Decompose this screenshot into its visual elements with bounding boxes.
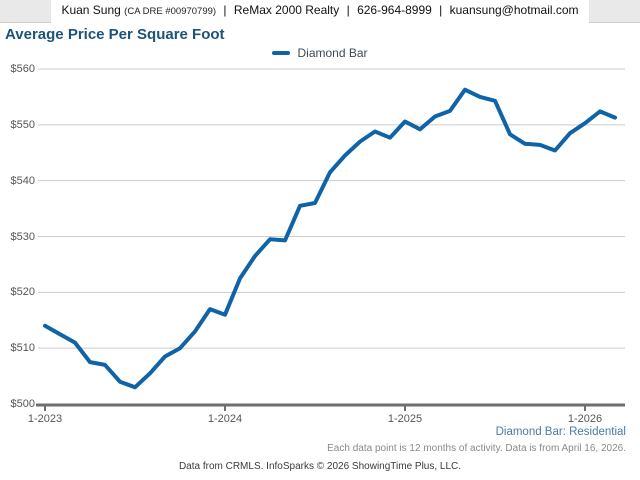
y-axis-tick-label: $530	[10, 230, 35, 243]
x-axis-tick-label: 1-2023	[27, 413, 63, 425]
y-axis-tick-label: $500	[10, 398, 35, 410]
brokerage-name: ReMax 2000 Realty	[233, 2, 340, 17]
x-axis-tick-label: 1-2026	[567, 413, 603, 425]
separator: |	[223, 2, 227, 17]
legend-line-swatch	[272, 51, 291, 55]
x-axis-tick-label: 1-2024	[207, 413, 243, 425]
y-axis-tick-label: $550	[10, 118, 35, 131]
agent-email: kuansung@hotmail.com	[449, 2, 579, 17]
agent-license: (CA DRE #00970799)	[124, 5, 217, 17]
agent-header-bar: Kuan Sung (CA DRE #00970799) | ReMax 200…	[0, 0, 640, 23]
agent-name: Kuan Sung	[61, 2, 121, 17]
x-axis-tick-label: 1-2025	[387, 413, 423, 425]
separator: |	[439, 2, 443, 17]
chart-title: Average Price Per Square Foot	[5, 26, 225, 43]
y-axis-tick-label: $540	[10, 174, 35, 187]
agent-phone: 626-964-8999	[357, 2, 432, 17]
y-axis-tick-label: $560	[10, 63, 35, 75]
y-axis-tick-label: $510	[10, 342, 35, 355]
agent-contact-info: Kuan Sung (CA DRE #00970799) | ReMax 200…	[51, 0, 589, 23]
chart-context-label: Diamond Bar: Residential	[495, 426, 626, 438]
series-line-diamond-bar	[43, 87, 617, 390]
data-note: Each data point is 12 months of activity…	[327, 443, 626, 454]
data-attribution: Data from CRMLS. InfoSparks © 2026 Showi…	[178, 461, 462, 472]
legend: Diamond Bar	[0, 46, 640, 60]
y-axis-tick-label: $520	[10, 286, 35, 299]
separator: |	[346, 2, 350, 17]
legend-series-label: Diamond Bar	[297, 46, 368, 60]
